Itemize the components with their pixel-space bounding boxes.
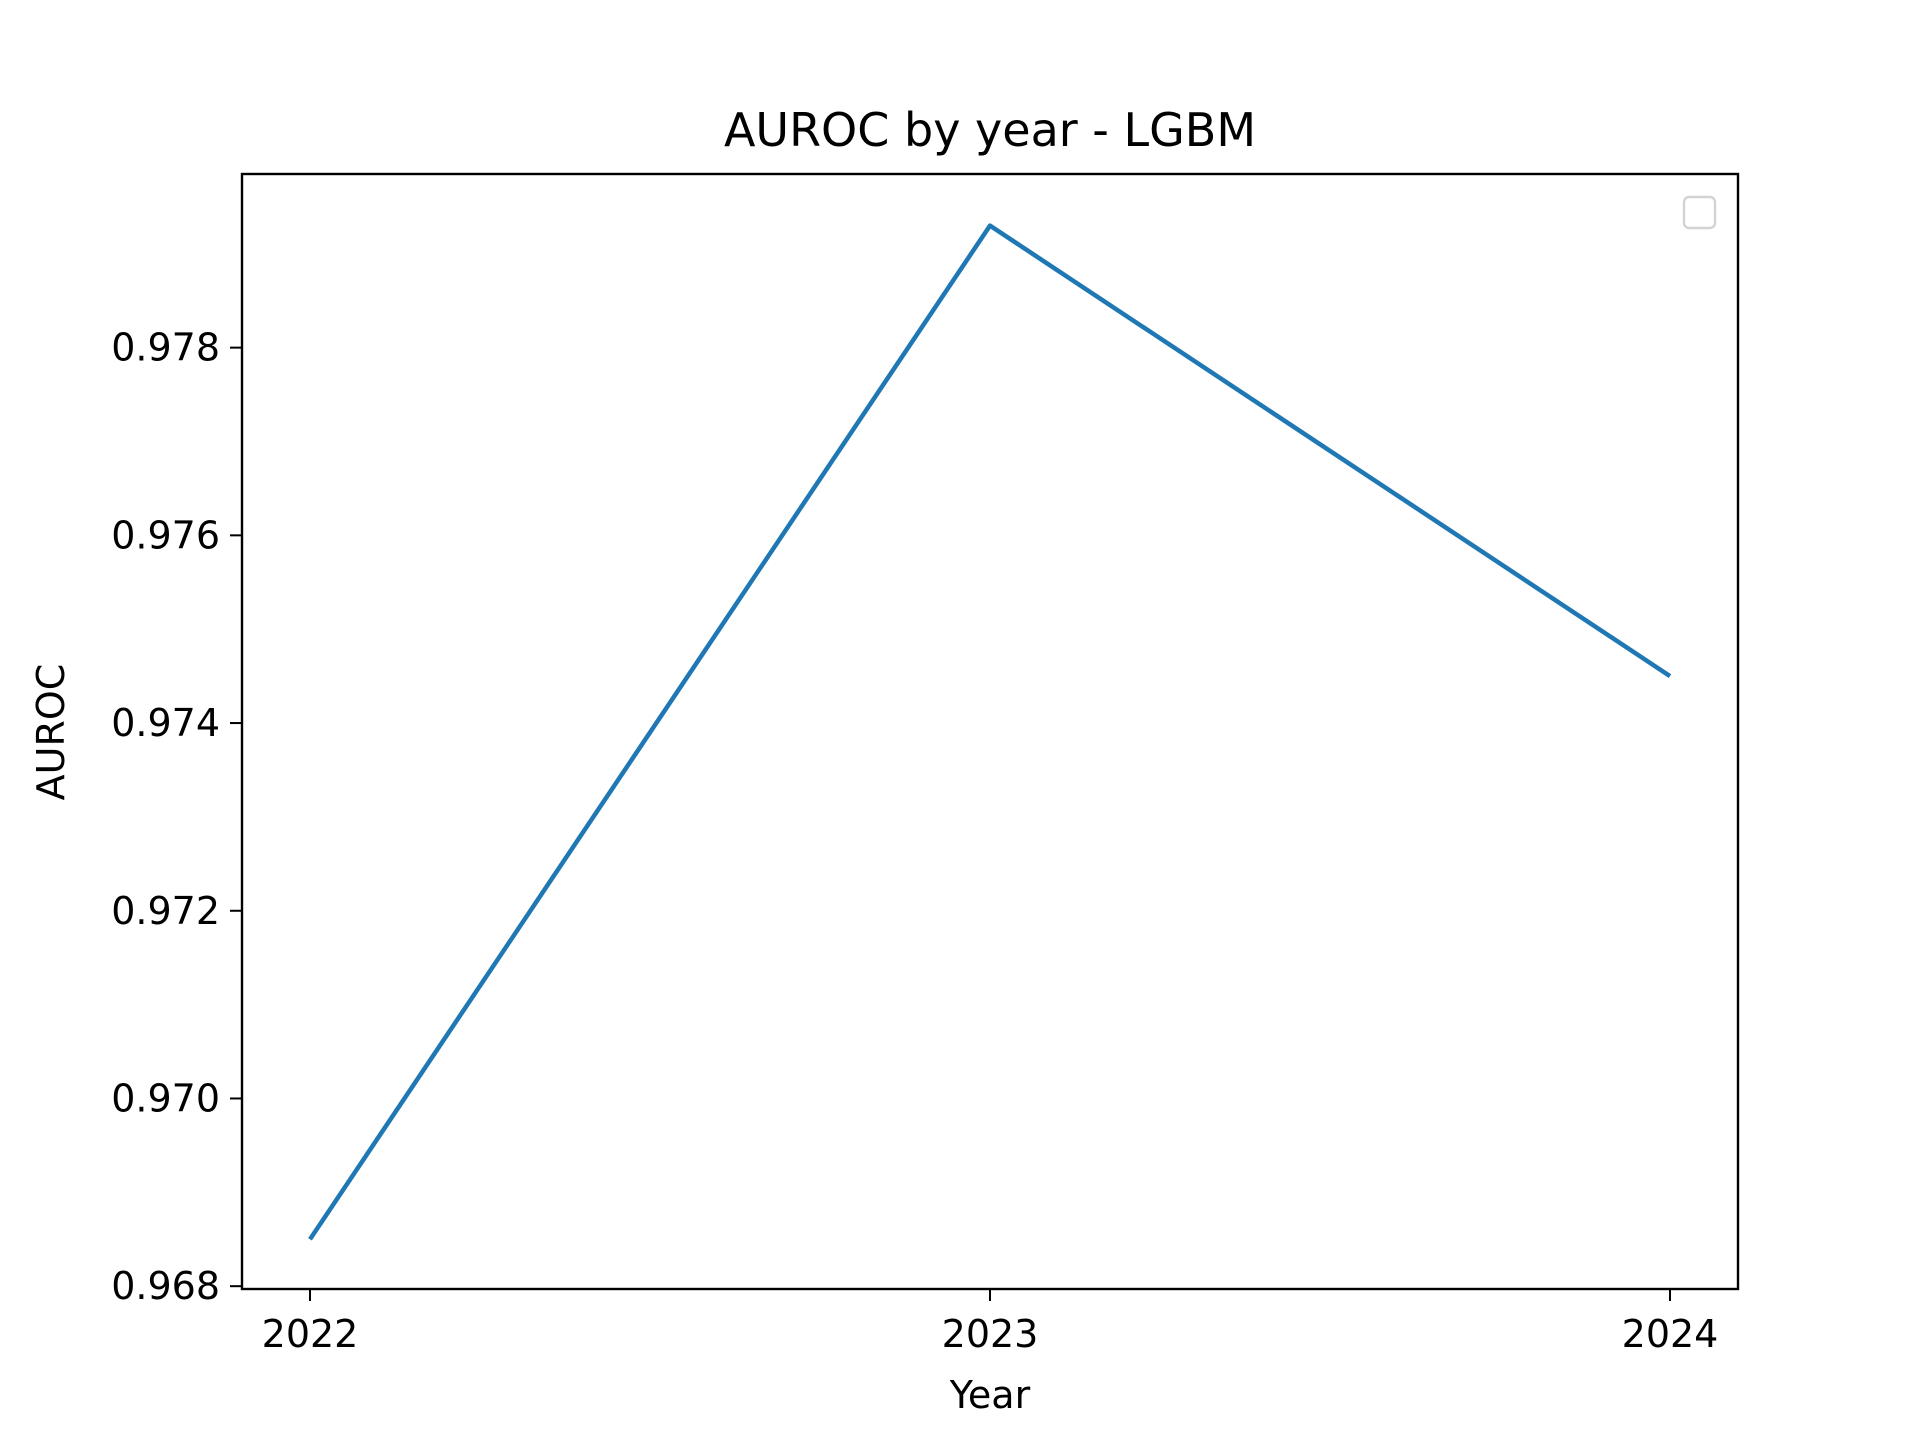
y-tick-label: 0.976 [111,513,220,557]
x-tick-label: 2023 [942,1312,1039,1356]
y-tick-label: 0.970 [111,1076,220,1120]
legend-box [1682,195,1717,230]
plot-area-frame [240,172,1740,1291]
y-tick-label: 0.968 [111,1264,220,1308]
chart-title: AUROC by year - LGBM [724,103,1256,157]
y-tick-label: 0.972 [111,889,220,933]
x-tick-label: 2022 [262,1312,359,1356]
y-axis-ticks: 0.968 0.970 0.972 0.974 0.976 0.978 [111,326,242,1308]
y-axis-label: AUROC [29,664,73,801]
x-axis-ticks: 2022 2023 2024 [262,1289,1719,1356]
y-tick-label: 0.978 [111,326,220,370]
x-axis-label: Year [949,1373,1031,1417]
y-tick-label: 0.974 [111,701,220,745]
series-layer [308,223,1672,1241]
series-line [308,223,1672,1241]
x-tick-label: 2024 [1622,1312,1719,1356]
